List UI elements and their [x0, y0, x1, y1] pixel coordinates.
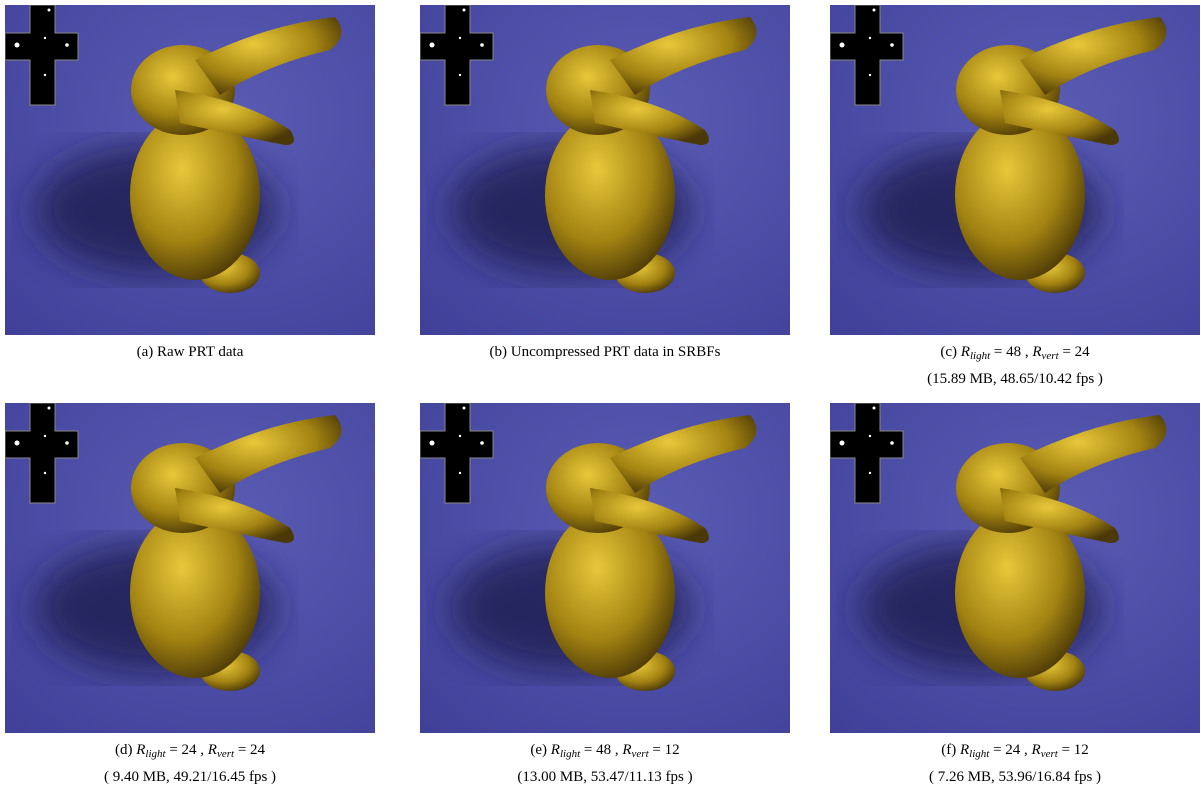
caption-text: = 24 , [989, 742, 1031, 758]
caption-text: R [136, 742, 145, 758]
caption-text: vert [217, 748, 234, 760]
caption-text: vert [632, 748, 649, 760]
caption-text: = 12 [649, 742, 680, 758]
caption-text: light [970, 350, 990, 362]
light-dot [15, 43, 20, 48]
caption-text: = 24 [234, 742, 265, 758]
light-dot [44, 37, 46, 39]
caption-text: = 24 , [166, 742, 208, 758]
light-dot [463, 407, 466, 410]
light-dot [869, 37, 871, 39]
caption-text: (b) Uncompressed PRT data in SRBFs [490, 344, 721, 360]
light-dot [869, 472, 871, 474]
caption: (f) Rlight = 24 , Rvert = 12 ( 7.26 MB, 5… [815, 739, 1201, 789]
caption-details: ( 7.26 MB, 53.96/16.84 fps ) [929, 769, 1101, 785]
caption: (a) Raw PRT data [0, 341, 390, 364]
light-dot [48, 9, 51, 12]
caption-text: = 48 , [990, 344, 1032, 360]
figure: (a) Raw PRT data (b) Uncompressed PRT da… [0, 0, 1201, 794]
caption-text: (f) [941, 742, 960, 758]
caption-text: R [960, 742, 969, 758]
caption-text: = 24 [1059, 344, 1090, 360]
caption-text: = 48 , [580, 742, 622, 758]
light-dot [480, 441, 484, 445]
light-dot [869, 74, 871, 76]
caption: (b) Uncompressed PRT data in SRBFs [405, 341, 805, 364]
light-dot [873, 9, 876, 12]
caption: (c) Rlight = 48 , Rvert = 24 (15.89 MB, 4… [815, 341, 1201, 391]
caption-text: (a) Raw PRT data [137, 344, 244, 360]
light-dot [48, 407, 51, 410]
light-dot [840, 441, 845, 446]
caption: (e) Rlight = 48 , Rvert = 12 (13.00 MB, 5… [405, 739, 805, 789]
light-dot [840, 43, 845, 48]
light-dot [459, 37, 461, 39]
light-dot [869, 435, 871, 437]
rendered-image [5, 5, 375, 335]
light-dot [459, 74, 461, 76]
rendered-image [830, 403, 1200, 733]
light-dot [15, 441, 20, 446]
light-dot [65, 441, 69, 445]
rendered-image [420, 403, 790, 733]
caption-text: vert [1041, 748, 1058, 760]
caption-text: vert [1042, 350, 1059, 362]
light-dot [44, 74, 46, 76]
light-dot [890, 43, 894, 47]
caption-details: (15.89 MB, 48.65/10.42 fps ) [927, 371, 1103, 387]
light-dot [44, 435, 46, 437]
caption-text: (e) [530, 742, 550, 758]
caption-text: R [551, 742, 560, 758]
light-dot [44, 472, 46, 474]
caption-text: R [1032, 344, 1041, 360]
caption-details: ( 9.40 MB, 49.21/16.45 fps ) [104, 769, 276, 785]
light-dot [463, 9, 466, 12]
light-dot [430, 43, 435, 48]
light-dot [459, 472, 461, 474]
caption-text: (d) [115, 742, 136, 758]
light-dot [890, 441, 894, 445]
rendered-image [420, 5, 790, 335]
caption-text: R [961, 344, 970, 360]
caption-details: (13.00 MB, 53.47/11.13 fps ) [517, 769, 692, 785]
caption-text: R [1032, 742, 1041, 758]
rendered-image [830, 5, 1200, 335]
caption-text: light [145, 748, 165, 760]
caption-text: light [969, 748, 989, 760]
light-dot [430, 441, 435, 446]
light-dot [873, 407, 876, 410]
caption-text: R [622, 742, 631, 758]
caption: (d) Rlight = 24 , Rvert = 24 ( 9.40 MB, 4… [0, 739, 390, 789]
caption-text: (c) [940, 344, 960, 360]
light-dot [480, 43, 484, 47]
light-dot [459, 435, 461, 437]
caption-text: R [208, 742, 217, 758]
caption-text: light [560, 748, 580, 760]
light-dot [65, 43, 69, 47]
caption-text: = 12 [1058, 742, 1089, 758]
rendered-image [5, 403, 375, 733]
